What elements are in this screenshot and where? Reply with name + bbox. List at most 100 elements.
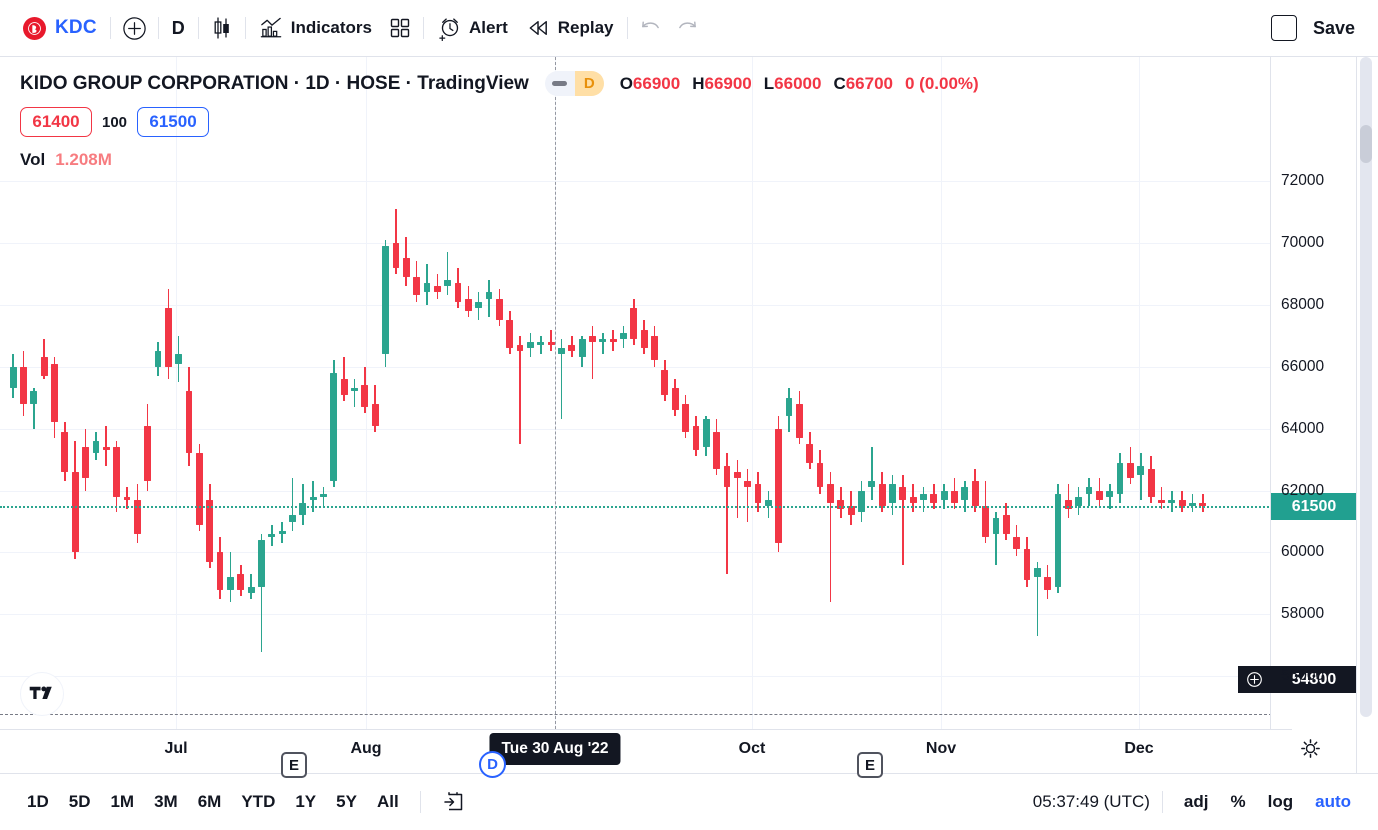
candle-body <box>40 357 48 376</box>
range-button-all[interactable]: All <box>376 792 399 811</box>
interval-button[interactable]: D <box>163 10 194 46</box>
candle-body <box>144 425 152 482</box>
candle-body <box>889 484 896 503</box>
chart-legend: KIDO GROUP CORPORATION · 1D · HOSE · Tra… <box>20 71 979 170</box>
vertical-scrollbar[interactable] <box>1356 57 1378 773</box>
tradingview-logo-badge[interactable] <box>20 672 64 716</box>
scale-option-auto[interactable]: auto <box>1315 792 1351 811</box>
candle-body <box>578 338 586 358</box>
ohlc-c: C 66700 <box>833 74 893 94</box>
gridline-horizontal <box>0 304 1292 306</box>
gear-icon <box>1301 739 1320 758</box>
candle-body <box>485 292 493 299</box>
candle-wick <box>343 357 345 401</box>
candle-wick <box>539 335 542 355</box>
candle-body <box>320 493 327 497</box>
range-button-ytd[interactable]: YTD <box>241 792 276 811</box>
time-axis[interactable]: Tue 30 Aug '22 Jul Aug Oct Nov Dec <box>0 729 1292 773</box>
bid-price[interactable]: 61400 <box>20 107 92 137</box>
alert-button[interactable]: Alert <box>428 10 517 46</box>
crosshair-vertical-line <box>555 57 556 729</box>
candle-body <box>661 369 669 395</box>
candle-body <box>123 496 131 500</box>
range-button-1d[interactable]: 1D <box>27 792 49 811</box>
date-range-button[interactable] <box>433 785 475 819</box>
ohlc-h: H 66900 <box>692 74 752 94</box>
earnings-marker-1[interactable]: E <box>281 752 307 778</box>
candle-body <box>227 577 234 590</box>
scrollbar-track[interactable] <box>1360 57 1372 717</box>
candle-wick <box>229 552 232 603</box>
candle-body <box>71 471 79 553</box>
ohlc-value: 66000 <box>774 73 822 93</box>
ohlc-key: L <box>763 73 775 93</box>
ask-price[interactable]: 61500 <box>137 107 210 137</box>
symbol-search-button[interactable]: KDC <box>14 10 106 46</box>
candle-body <box>444 279 452 287</box>
price-axis-tick: 58000 <box>1281 605 1325 623</box>
undo-button[interactable] <box>632 10 669 46</box>
scale-options: adj% log auto <box>1175 787 1360 817</box>
redo-icon <box>676 17 699 40</box>
earnings-marker-2[interactable]: E <box>857 752 883 778</box>
plus-circle-icon <box>121 15 148 42</box>
price-axis[interactable]: 61500 54800 72000 70000 68000 66000 64000 620… <box>1238 57 1357 773</box>
replay-button[interactable]: Replay <box>517 10 623 46</box>
scrollbar-thumb[interactable] <box>1360 125 1372 163</box>
redo-button[interactable] <box>669 10 706 46</box>
candle-body <box>971 481 979 507</box>
chart-area[interactable]: KIDO GROUP CORPORATION · 1D · HOSE · Tra… <box>0 57 1378 778</box>
gridline-horizontal <box>0 614 1292 616</box>
candle-body <box>330 372 338 482</box>
candle-wick <box>736 459 739 519</box>
dividend-marker[interactable]: D <box>479 751 506 778</box>
range-button-5d[interactable]: 5D <box>68 792 91 811</box>
layout-templates-button[interactable] <box>381 10 419 46</box>
range-button-3m[interactable]: 3M <box>154 792 178 811</box>
add-symbol-button[interactable] <box>115 10 154 46</box>
scale-option-adj[interactable]: adj <box>1183 792 1209 811</box>
current-price-label: 61500 <box>1291 497 1337 515</box>
time-axis-tick: Oct <box>738 740 766 757</box>
ohlc-l: L 66000 <box>764 74 822 94</box>
candle-body <box>1189 502 1196 507</box>
ohlc-value: 66900 <box>632 73 681 93</box>
candle-body <box>1199 502 1207 507</box>
candle-body <box>547 341 555 345</box>
candle-body <box>744 481 752 488</box>
top-toolbar: KDC D <box>0 0 1378 57</box>
add-alert-button[interactable] <box>1238 666 1271 693</box>
candle-body <box>82 447 89 479</box>
clock-label[interactable]: 05:37:49 (UTC) <box>1032 792 1150 811</box>
range-button-1y[interactable]: 1Y <box>295 792 317 811</box>
candle-body <box>164 307 172 367</box>
gridline-horizontal <box>0 366 1292 368</box>
interval-badge[interactable]: D <box>544 71 604 96</box>
layout-button[interactable] <box>1264 10 1304 46</box>
toolbar-divider <box>626 17 628 39</box>
candle-body <box>827 484 834 503</box>
calendar-range-icon <box>443 792 462 811</box>
candle-body <box>1147 468 1155 497</box>
candle-wick <box>1139 453 1142 500</box>
gridline-horizontal <box>0 552 1292 554</box>
toolbar-divider <box>157 17 159 39</box>
indicators-button[interactable]: Indicators <box>250 10 381 46</box>
range-button-5y[interactable]: 5Y <box>336 792 357 811</box>
scale-option-log[interactable]: log <box>1267 792 1294 811</box>
candle-body <box>247 586 255 593</box>
save-button[interactable]: Save <box>1304 10 1364 46</box>
candle-wick <box>746 468 749 522</box>
candle-body <box>537 341 545 345</box>
candle-body <box>61 431 69 472</box>
range-button-1m[interactable]: 1M <box>110 792 135 811</box>
ohlc-key: O <box>619 73 633 93</box>
scale-option-percent[interactable]: % <box>1230 792 1246 811</box>
range-button-6m[interactable]: 6M <box>197 792 222 811</box>
candle-body <box>630 307 638 339</box>
chart-style-button[interactable] <box>203 10 241 46</box>
indicators-icon <box>259 16 284 41</box>
chart-settings-button[interactable] <box>1299 737 1322 765</box>
gridline-horizontal <box>0 428 1292 430</box>
